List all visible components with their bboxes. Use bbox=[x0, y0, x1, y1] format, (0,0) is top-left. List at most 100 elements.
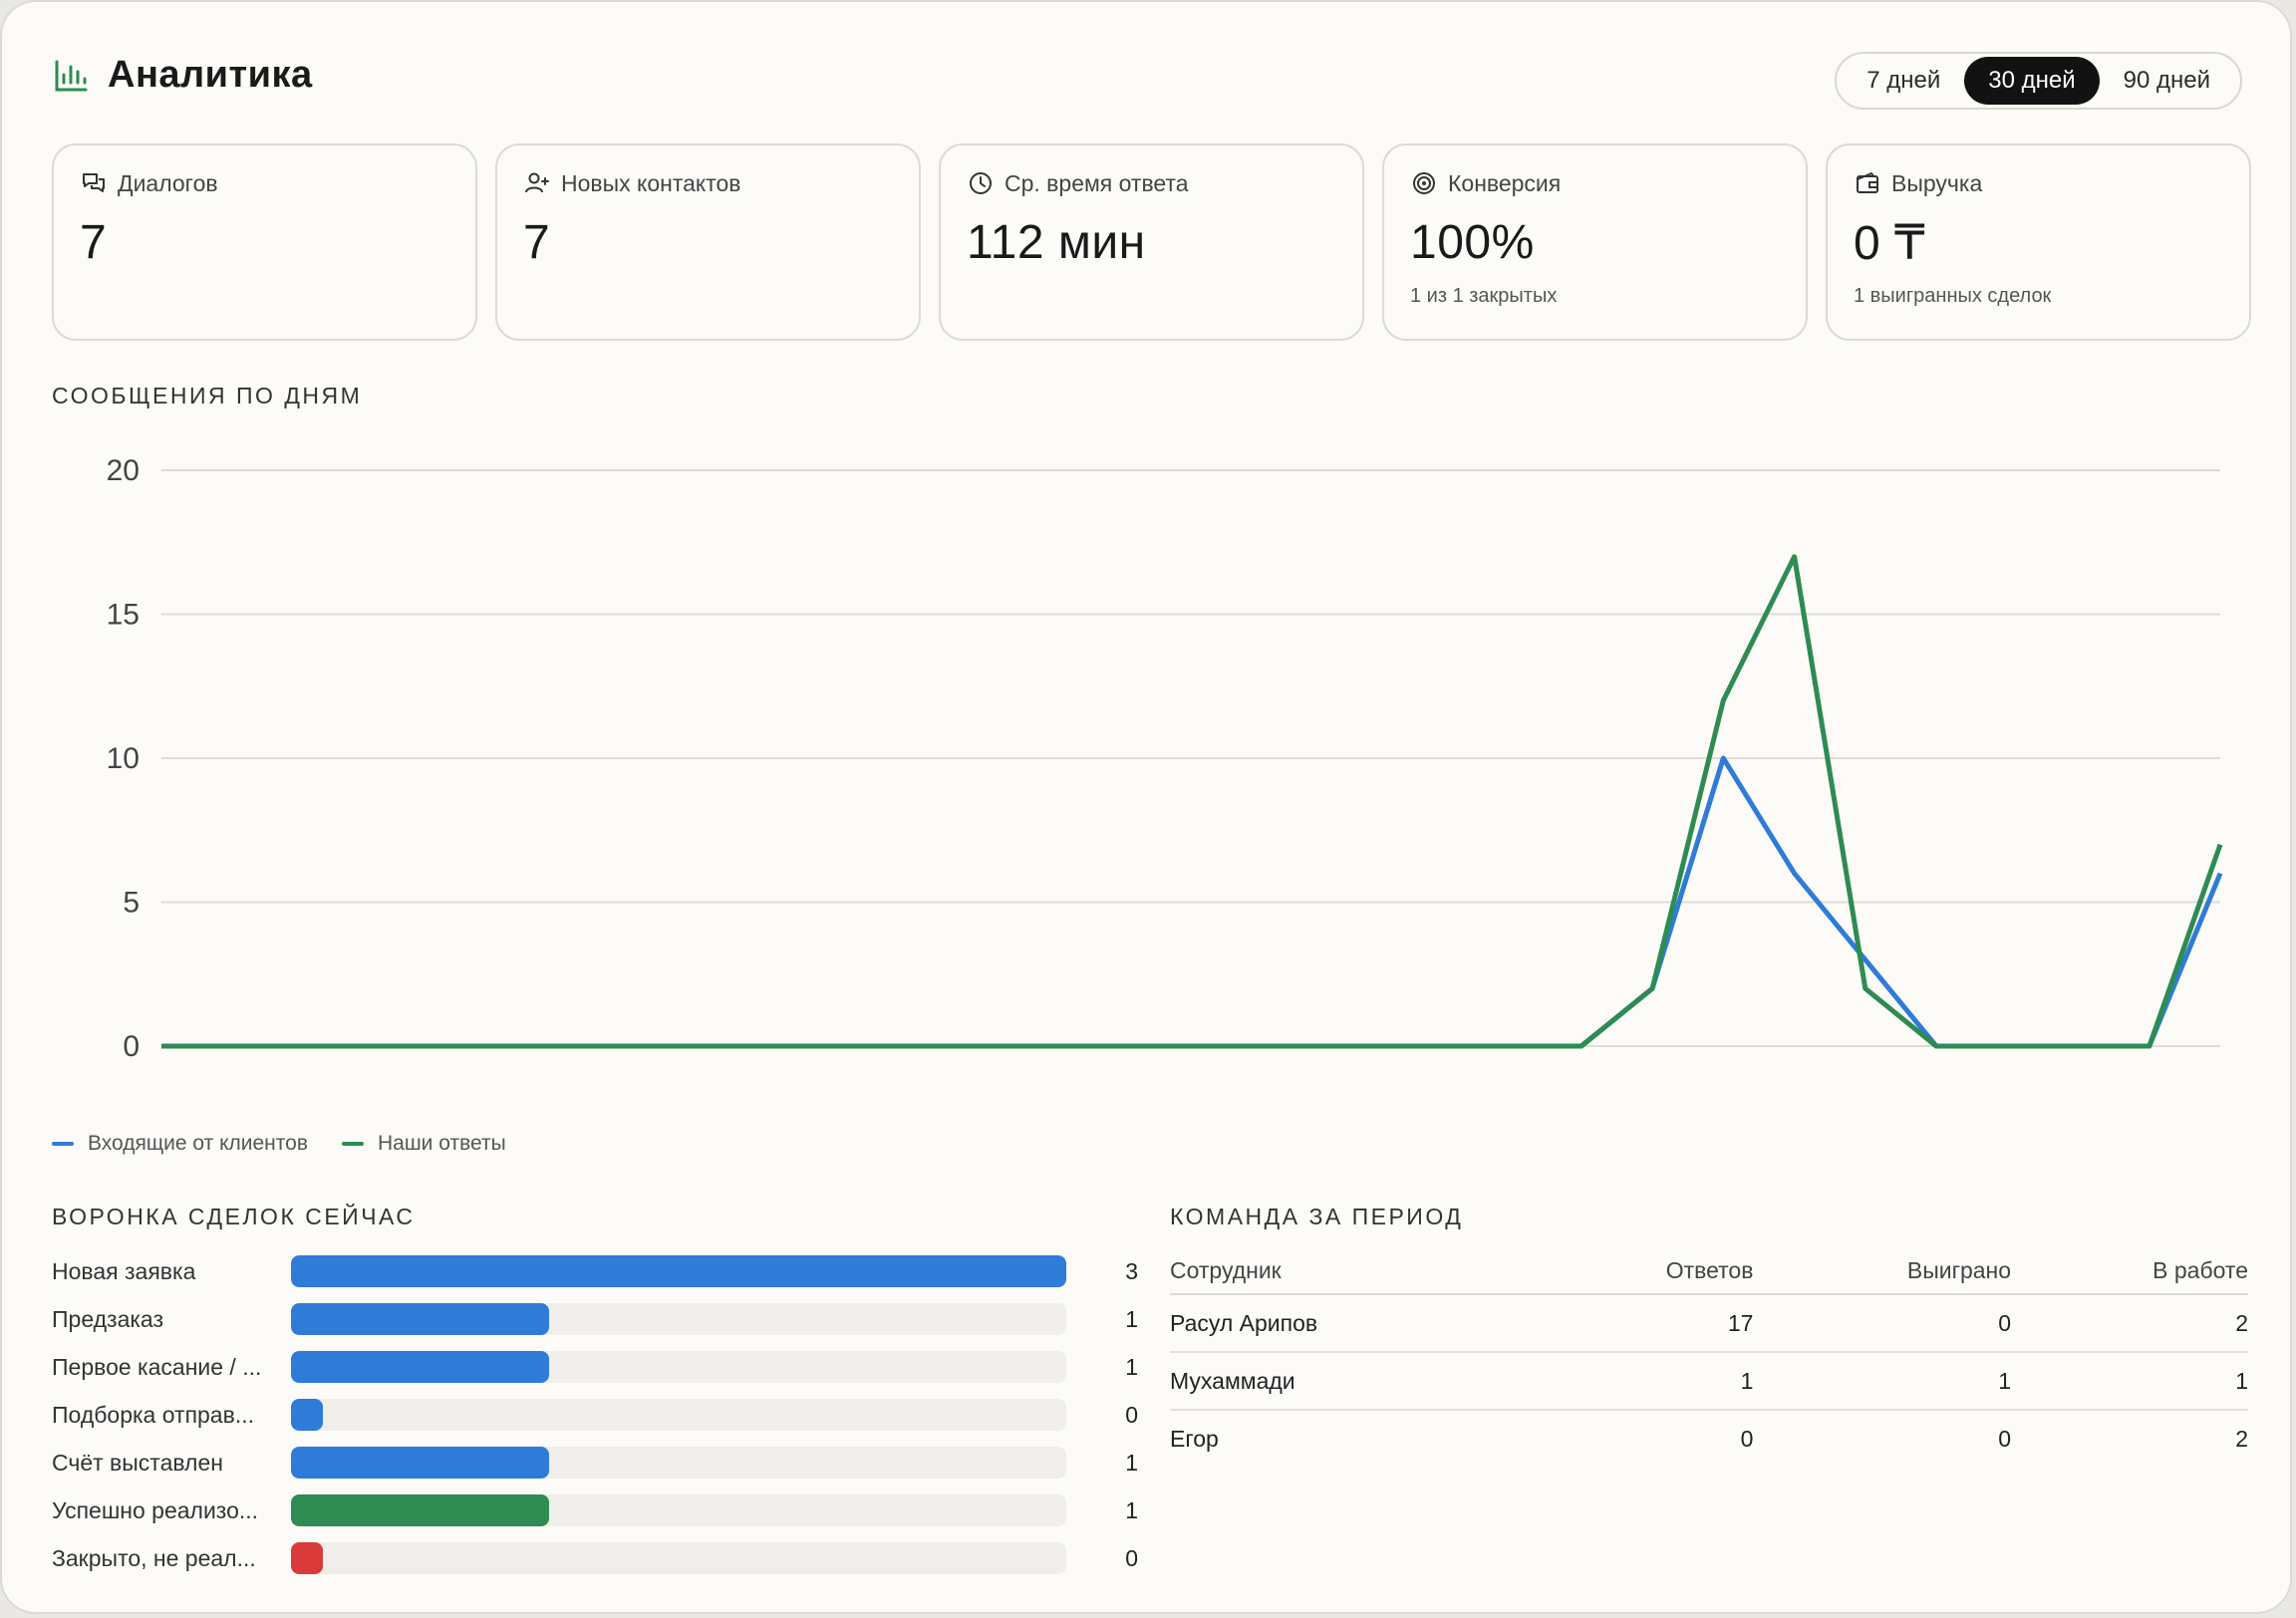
funnel-stage-count: 1 bbox=[1125, 1496, 1138, 1523]
kpi-new-contacts: Новых контактов 7 bbox=[495, 143, 921, 341]
funnel-bar-track bbox=[291, 1351, 1066, 1383]
funnel-row: Успешно реализо... 1 bbox=[52, 1486, 1138, 1534]
employee-name: Егор bbox=[1170, 1425, 1219, 1452]
funnel-row: Подборка отправ... 0 bbox=[52, 1391, 1138, 1439]
messages-section-title: СООБЩЕНИЯ ПО ДНЯМ bbox=[52, 383, 363, 408]
funnel-stage-name: Новая заявка bbox=[52, 1257, 196, 1284]
funnel-stage-count: 1 bbox=[1125, 1305, 1138, 1332]
table-cell: 1 bbox=[1753, 1352, 2012, 1411]
kpi-subtitle: 1 из 1 закрытых bbox=[1410, 285, 1558, 307]
y-tick-label: 0 bbox=[123, 1030, 140, 1063]
target-icon bbox=[1413, 172, 1435, 194]
legend-swatch bbox=[341, 1142, 364, 1146]
table-cell: 17 bbox=[1536, 1294, 1754, 1353]
bar-chart-icon bbox=[55, 60, 88, 91]
column-header: В работе bbox=[2011, 1247, 2248, 1295]
header: Аналитика bbox=[52, 54, 313, 97]
funnel-bar-fill bbox=[291, 1494, 550, 1526]
y-tick-label: 10 bbox=[107, 742, 140, 775]
funnel-stage-name: Подборка отправ... bbox=[52, 1401, 254, 1428]
funnel-bar-fill bbox=[291, 1351, 550, 1383]
column-header: Выиграно bbox=[1753, 1247, 2012, 1295]
funnel-bar-track bbox=[291, 1447, 1066, 1479]
funnel-stage-name: Успешно реализо... bbox=[52, 1496, 259, 1523]
funnel-bar-track bbox=[291, 1255, 1066, 1287]
table-cell: 0 bbox=[1740, 1425, 1754, 1452]
table-row: Мухаммади 1 1 1 bbox=[1170, 1352, 2248, 1411]
funnel-stage-name: Предзаказ bbox=[52, 1305, 164, 1332]
column-header: Ответов bbox=[1536, 1247, 1754, 1295]
chat-icon bbox=[83, 173, 105, 192]
legend-item-replies: Наши ответы bbox=[341, 1132, 506, 1156]
funnel-row: Закрыто, не реал... 0 bbox=[52, 1534, 1138, 1582]
kpi-value: 112 мин bbox=[967, 216, 1146, 269]
kpi-dialogs: Диалогов 7 bbox=[52, 143, 477, 341]
table-cell: 0 bbox=[1753, 1294, 2012, 1353]
kpi-value: 7 bbox=[80, 216, 108, 269]
employee-name: Мухаммади bbox=[1170, 1352, 1537, 1411]
table-cell: 2 bbox=[2235, 1425, 2248, 1452]
user-plus-icon bbox=[525, 172, 549, 193]
kpi-avg-response: Ср. время ответа 112 мин bbox=[939, 143, 1364, 341]
funnel-row: Первое касание / ... 1 bbox=[52, 1343, 1138, 1391]
period-90-days[interactable]: 90 дней bbox=[2123, 67, 2210, 94]
deal-funnel: Новая заявка 3 Предзаказ 1 Первое касание / … bbox=[52, 1247, 1138, 1582]
table-row: Егор 0 0 2 bbox=[1170, 1410, 2248, 1467]
funnel-bar-track bbox=[291, 1399, 1066, 1431]
funnel-section-title: ВОРОНКА СДЕЛОК СЕЙЧАС bbox=[52, 1204, 416, 1229]
funnel-row: Счёт выставлен 1 bbox=[52, 1439, 1138, 1486]
table-cell: 1 bbox=[1536, 1352, 1754, 1411]
legend-item-incoming: Входящие от клиентов bbox=[52, 1132, 308, 1156]
funnel-bar-fill bbox=[291, 1303, 550, 1335]
funnel-bar-track bbox=[291, 1303, 1066, 1335]
page-title: Аналитика bbox=[108, 54, 313, 96]
funnel-bar-track bbox=[291, 1494, 1066, 1526]
kpi-label: Ср. время ответа bbox=[1004, 169, 1189, 196]
funnel-stage-count: 1 bbox=[1125, 1449, 1138, 1476]
funnel-stage-count: 0 bbox=[1125, 1544, 1138, 1571]
team-section-title: КОМАНДА ЗА ПЕРИОД bbox=[1170, 1204, 1464, 1229]
funnel-stage-count: 1 bbox=[1125, 1353, 1138, 1380]
kpi-value: 7 bbox=[523, 216, 551, 269]
table-header-row: Сотрудник Ответов Выиграно В работе bbox=[1170, 1247, 2248, 1295]
chart-legend: Входящие от клиентов Наши ответы bbox=[52, 1132, 506, 1156]
wallet-icon bbox=[1857, 172, 1878, 193]
funnel-stage-name: Закрыто, не реал... bbox=[52, 1544, 256, 1571]
column-header: Сотрудник bbox=[1170, 1247, 1537, 1295]
period-7-days[interactable]: 7 дней bbox=[1866, 67, 1941, 94]
series-line-replies bbox=[161, 554, 2223, 1049]
y-tick-label: 5 bbox=[123, 887, 140, 920]
funnel-bar-fill bbox=[291, 1399, 323, 1431]
period-selector: 7 дней 30 дней 90 дней bbox=[1835, 52, 2242, 110]
kpi-value: 0 ₸ bbox=[1854, 217, 1926, 270]
kpi-label: Конверсия bbox=[1448, 169, 1562, 196]
funnel-bar-fill bbox=[291, 1255, 1066, 1287]
team-table: Сотрудник Ответов Выиграно В работе Расу… bbox=[1170, 1247, 2248, 1467]
funnel-stage-count: 0 bbox=[1125, 1401, 1138, 1428]
legend-label: Входящие от клиентов bbox=[88, 1132, 308, 1155]
funnel-bar-fill bbox=[291, 1447, 550, 1479]
kpi-label: Диалогов bbox=[118, 169, 218, 196]
funnel-stage-count: 3 bbox=[1125, 1257, 1138, 1284]
kpi-value: 100% bbox=[1410, 216, 1535, 269]
funnel-row: Новая заявка 3 bbox=[52, 1247, 1138, 1295]
funnel-stage-name: Первое касание / ... bbox=[52, 1353, 262, 1380]
legend-label: Наши ответы bbox=[377, 1132, 506, 1155]
funnel-bar-track bbox=[291, 1542, 1066, 1574]
table-cell: 1 bbox=[2011, 1352, 2248, 1411]
y-tick-label: 15 bbox=[107, 599, 140, 632]
period-30-days[interactable]: 30 дней bbox=[1964, 57, 2100, 105]
legend-swatch bbox=[52, 1142, 74, 1146]
kpi-revenue: Выручка 0 ₸ 1 выигранных сделок bbox=[1826, 143, 2251, 341]
funnel-bar-fill bbox=[291, 1542, 323, 1574]
funnel-stage-name: Счёт выставлен bbox=[52, 1449, 223, 1476]
kpi-subtitle: 1 выигранных сделок bbox=[1854, 285, 2052, 307]
employee-name: Расул Арипов bbox=[1170, 1294, 1537, 1353]
kpi-label: Выручка bbox=[1891, 169, 1983, 196]
kpi-label: Новых контактов bbox=[561, 169, 741, 196]
table-cell: 0 bbox=[1998, 1425, 2012, 1452]
clock-icon bbox=[970, 172, 992, 194]
kpi-conversion: Конверсия 100% 1 из 1 закрытых bbox=[1382, 143, 1808, 341]
funnel-row: Предзаказ 1 bbox=[52, 1295, 1138, 1343]
